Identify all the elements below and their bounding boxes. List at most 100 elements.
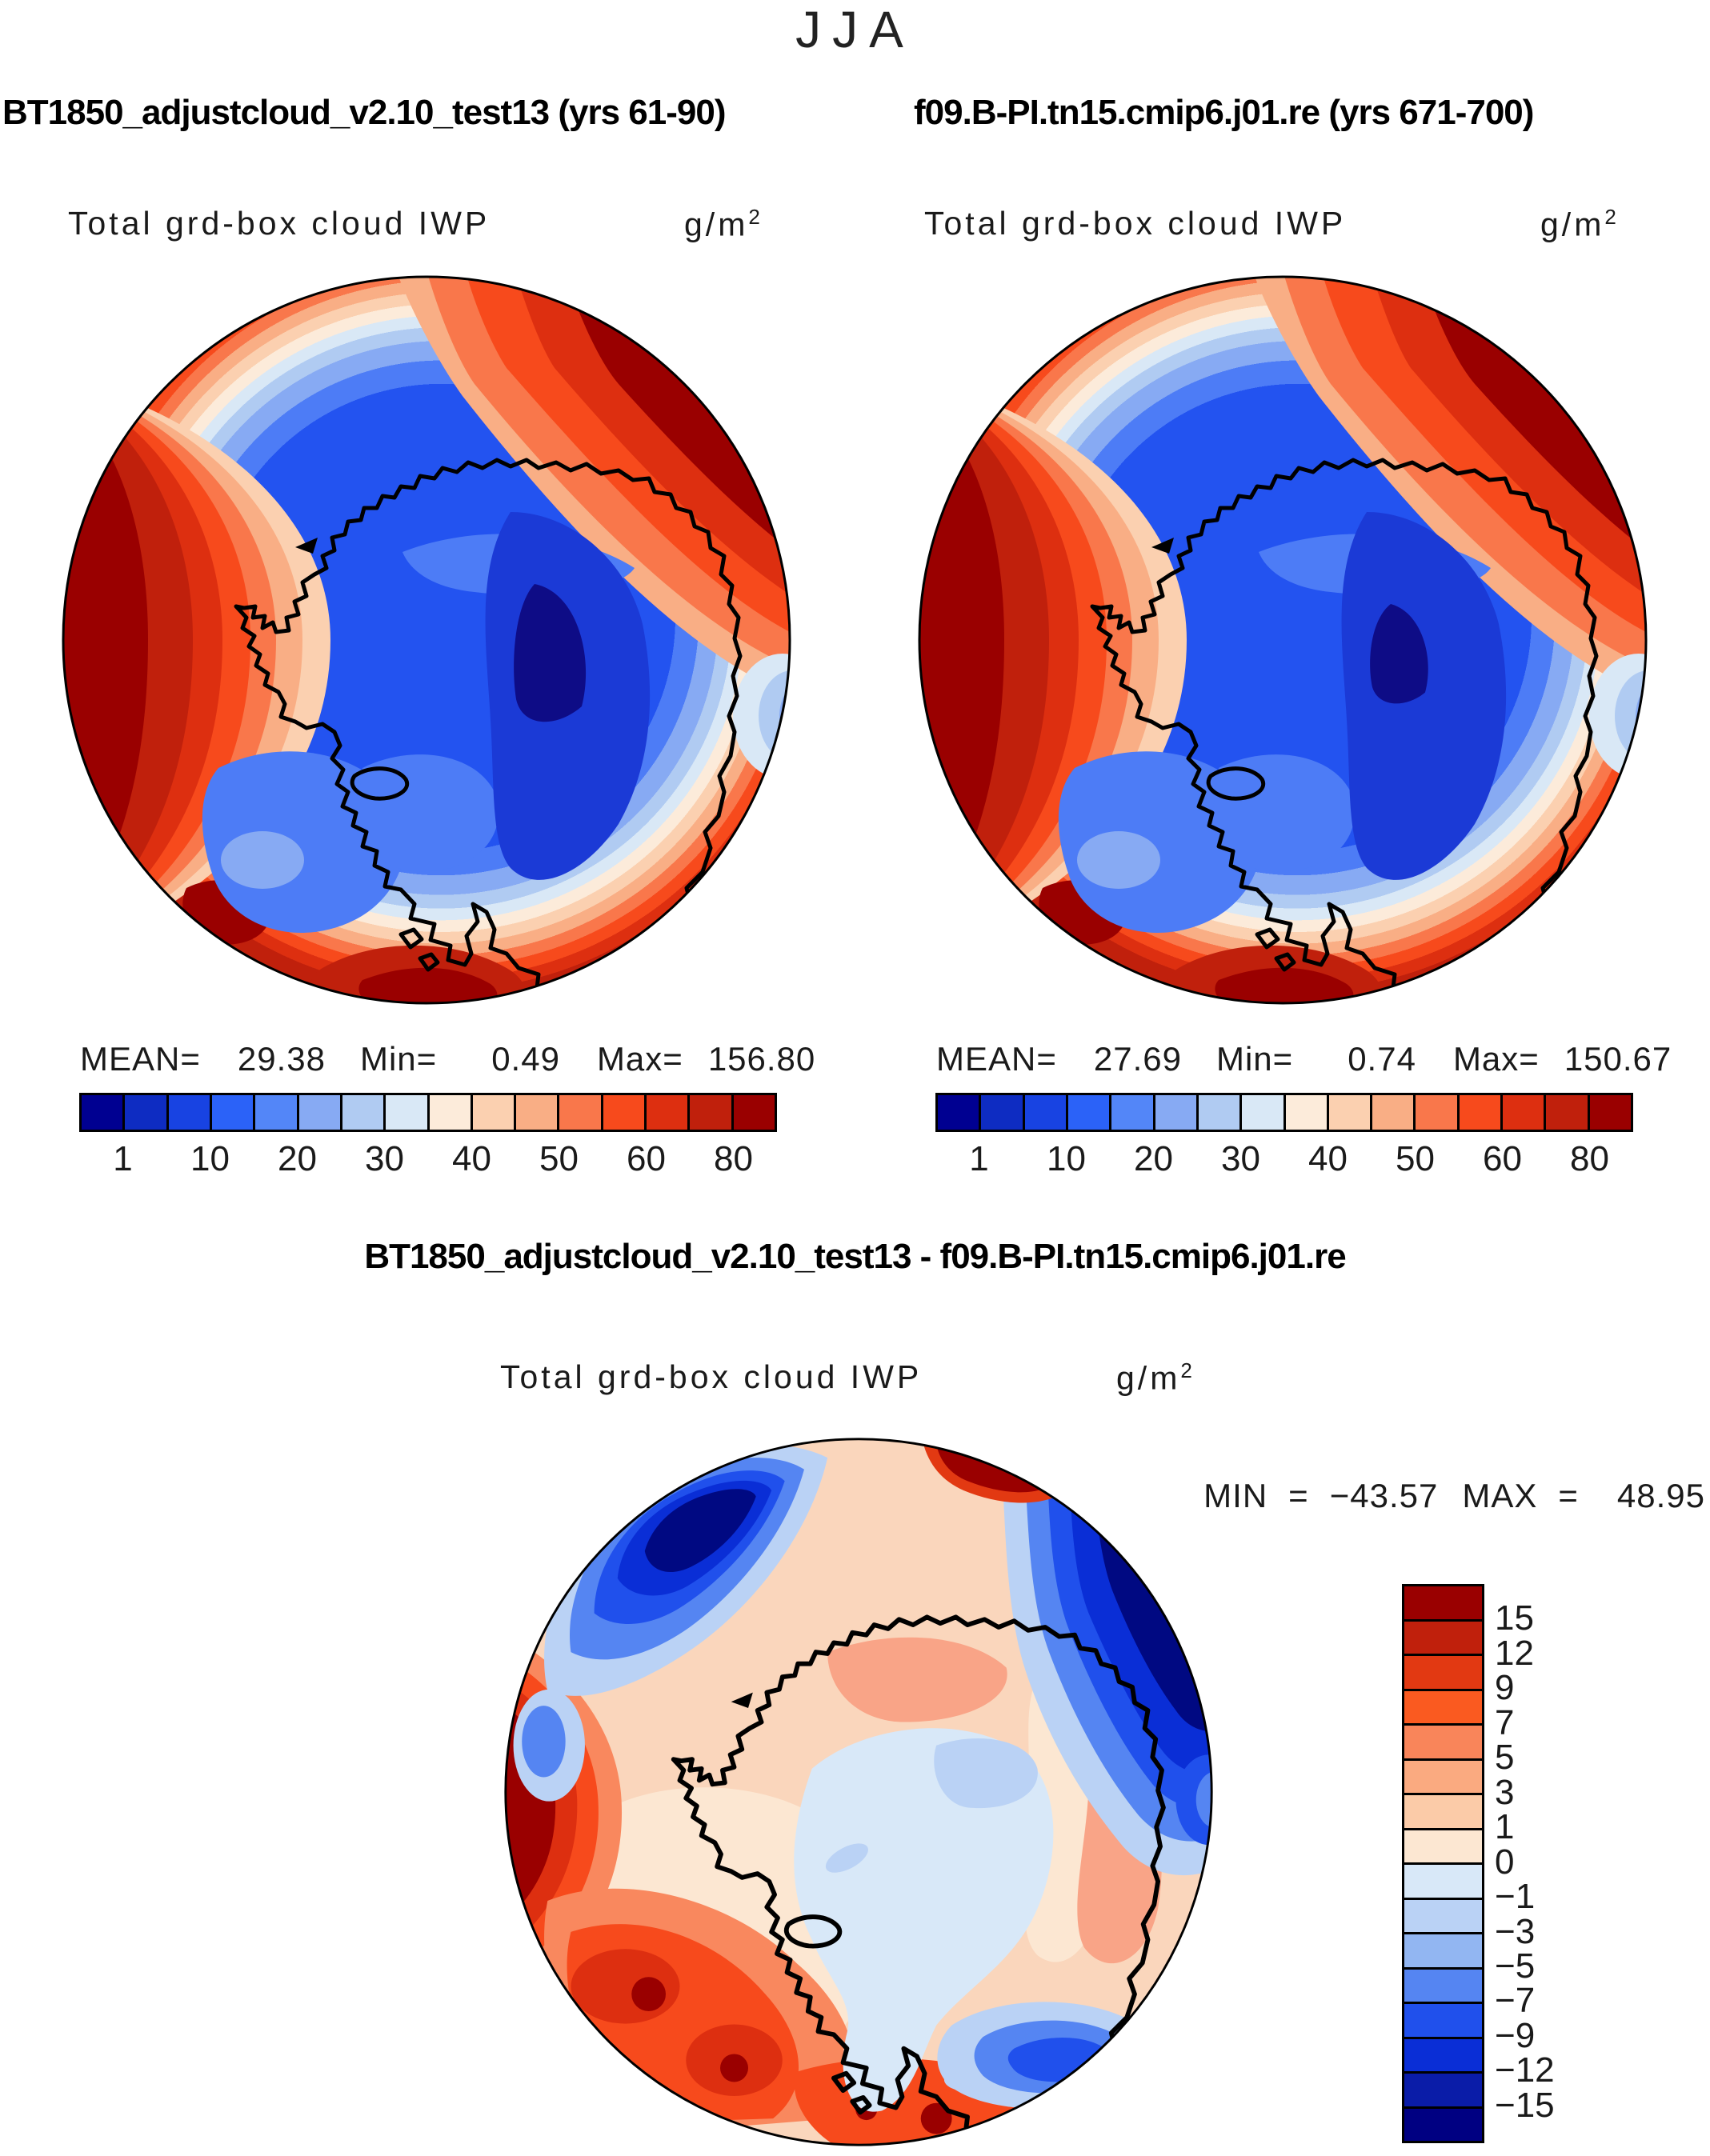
colorbar-cell — [1459, 1095, 1504, 1130]
left-max-label: Max= — [596, 1040, 683, 1078]
colorbar-tick-label: 20 — [278, 1139, 317, 1178]
colorbar-tick-label: 1 — [113, 1139, 133, 1178]
colorbar-cell — [1546, 1095, 1590, 1130]
colorbar-tick-label: 30 — [1221, 1139, 1260, 1178]
colorbar-cell — [1404, 2004, 1482, 2039]
map-boundary-circle — [918, 275, 1648, 1005]
colorbar-cell — [559, 1095, 603, 1130]
colorbar-cell — [1372, 1095, 1416, 1130]
colorbar-cell — [1404, 1865, 1482, 1900]
diff-min-eq: = — [1288, 1477, 1309, 1514]
diff-colorbar — [1402, 1584, 1484, 2143]
colorbar-tick-label: −7 — [1495, 1981, 1536, 2021]
colorbar-cell — [1285, 1095, 1329, 1130]
colorbar-cell — [298, 1095, 342, 1130]
colorbar-tick-label: 10 — [1047, 1139, 1086, 1178]
colorbar-cell — [1404, 1899, 1482, 1934]
diff-units-label: g/m2 — [1116, 1358, 1192, 1398]
colorbar-tick-label: −5 — [1495, 1946, 1536, 1986]
diff-min-label: MIN — [1203, 1477, 1268, 1514]
right-units-label: g/m2 — [1540, 205, 1616, 244]
antarctica-coastline — [671, 1614, 1166, 2141]
colorbar-cell — [1416, 1095, 1460, 1130]
colorbar-cell — [386, 1095, 430, 1130]
left-units-base: g/m — [684, 206, 749, 243]
colorbar-tick-label: 7 — [1495, 1702, 1515, 1742]
colorbar-cell — [690, 1095, 734, 1130]
antarctica-coastline — [1090, 458, 1599, 998]
left-units-exponent: 2 — [748, 205, 760, 229]
colorbar-tick-label: 50 — [539, 1139, 579, 1178]
diff-units-base: g/m — [1116, 1359, 1181, 1397]
colorbar-tick-label: 20 — [1134, 1139, 1173, 1178]
colorbar-cell — [1111, 1095, 1155, 1130]
colorbar-cell — [1328, 1095, 1373, 1130]
colorbar-cell — [82, 1095, 126, 1130]
colorbar-tick-label: 15 — [1495, 1598, 1534, 1638]
left-min-value: 0.49 — [491, 1040, 560, 1078]
colorbar-cell — [125, 1095, 169, 1130]
diff-max-label: MAX — [1462, 1477, 1538, 1514]
right-units-base: g/m — [1540, 206, 1605, 243]
colorbar-cell — [1404, 1690, 1482, 1726]
iwp-map-svg — [62, 275, 791, 1005]
left-panel-title: BT1850_adjustcloud_v2.10_test13 (yrs 61-… — [2, 93, 726, 132]
left-stats-row: MEAN= 29.38 Min= 0.49 Max= 156.80 — [80, 1040, 815, 1078]
colorbar-cell — [342, 1095, 386, 1130]
season-title: JJA — [795, 1, 915, 58]
colorbar-tick-label: 80 — [714, 1139, 753, 1178]
colorbar-tick-label: 40 — [1308, 1139, 1348, 1178]
colorbar-tick-label: 5 — [1495, 1738, 1515, 1778]
map-boundary-circle — [504, 1438, 1213, 2146]
map-boundary-circle — [62, 275, 791, 1005]
colorbar-cell — [1404, 1760, 1482, 1795]
right-max-value: 150.67 — [1564, 1040, 1672, 1078]
left-field-label: Total grd-box cloud IWP — [68, 205, 491, 242]
colorbar-cell — [603, 1095, 647, 1130]
diff-max-eq: = — [1558, 1477, 1579, 1514]
right-min-label: Min= — [1215, 1040, 1294, 1078]
colorbar-cell — [1404, 1830, 1482, 1865]
colorbar-tick-label: 12 — [1495, 1633, 1534, 1673]
colorbar-cell — [1404, 2038, 1482, 2074]
colorbar-tick-label: 50 — [1396, 1139, 1435, 1178]
colorbar-tick-label: −15 — [1495, 2085, 1555, 2125]
colorbar-cell — [647, 1095, 691, 1130]
right-min-value: 0.74 — [1348, 1040, 1416, 1078]
colorbar-cell — [168, 1095, 212, 1130]
right-stats-row: MEAN= 27.69 Min= 0.74 Max= 150.67 — [936, 1040, 1672, 1078]
antarctica-coastline — [234, 458, 743, 998]
diff-map — [501, 1434, 1216, 2150]
diff-stats-row: MIN = −43.57 MAX = 48.95 — [1203, 1477, 1705, 1515]
diff-min-value: −43.57 — [1329, 1477, 1439, 1514]
left-mean-label: MEAN= — [80, 1040, 201, 1078]
right-iwp-map — [915, 272, 1651, 1008]
colorbar-cell — [1589, 1095, 1631, 1130]
iwp-contour-field — [919, 277, 1646, 1003]
colorbar-cell — [938, 1095, 982, 1130]
right-mean-value: 27.69 — [1093, 1040, 1182, 1078]
colorbar-tick-label: 0 — [1495, 1842, 1515, 1882]
left-min-label: Min= — [359, 1040, 438, 1078]
diff-map-svg — [504, 1438, 1213, 2146]
iwp-map-svg — [918, 275, 1648, 1005]
colorbar-cell — [1024, 1095, 1068, 1130]
left-max-value: 156.80 — [707, 1040, 816, 1078]
colorbar-cell — [516, 1095, 560, 1130]
colorbar-tick-label: −12 — [1495, 2050, 1555, 2090]
colorbar-cell — [1404, 1726, 1482, 1761]
colorbar-cell — [255, 1095, 299, 1130]
colorbar-tick-label: 40 — [452, 1139, 491, 1178]
colorbar-tick-label: 3 — [1495, 1772, 1515, 1812]
colorbar-tick-label: −1 — [1495, 1877, 1536, 1917]
right-panel-title: f09.B-PI.tn15.cmip6.j01.re (yrs 671-700) — [914, 93, 1534, 132]
colorbar-cell — [1404, 2074, 1482, 2109]
colorbar-tick-label: 1 — [1495, 1807, 1515, 1847]
colorbar-cell — [1067, 1095, 1112, 1130]
colorbar-tick-label: 10 — [190, 1139, 230, 1178]
colorbar-cell — [211, 1095, 256, 1130]
colorbar-tick-label: 60 — [1483, 1139, 1522, 1178]
diff-panel-title: BT1850_adjustcloud_v2.10_test13 - f09.B-… — [364, 1237, 1346, 1276]
colorbar-cell — [1404, 1586, 1482, 1622]
